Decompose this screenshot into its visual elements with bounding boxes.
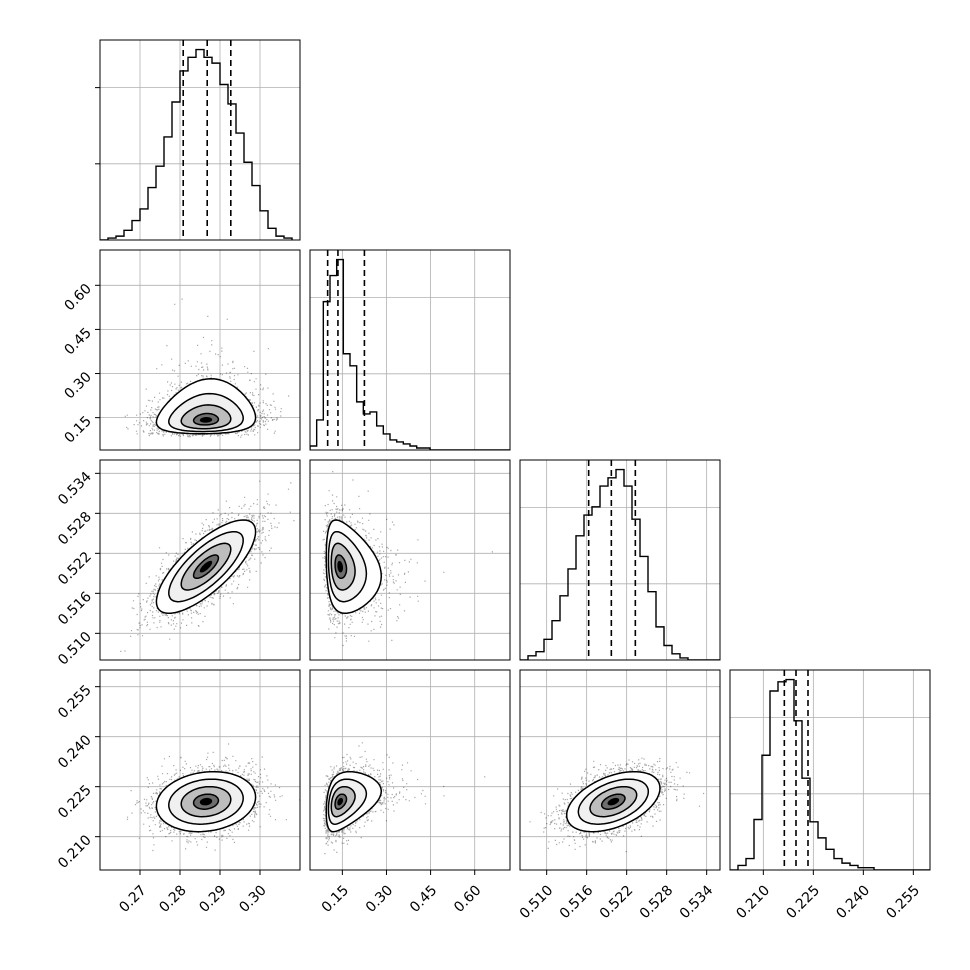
density-peak: [337, 797, 343, 806]
x-tick-label-p3: 0.534: [677, 882, 717, 922]
histogram-panel-p4: [730, 670, 930, 870]
density-peak: [199, 417, 213, 423]
histogram-step-p4: [730, 678, 930, 870]
x-tick-label-p4: 0.225: [783, 882, 823, 922]
x-tick-label-p2: 0.15: [319, 882, 352, 915]
x-tick-label-p2: 0.30: [363, 882, 396, 915]
histogram-panel-p2: [310, 250, 510, 450]
x-tick-label-p2: 0.60: [451, 882, 484, 915]
panel-frame-1-0: [99, 249, 301, 451]
x-tick-label-p4: 0.210: [733, 882, 773, 922]
scatter-panel-p1-p2: [100, 250, 300, 450]
x-tick-label-p1: 0.27: [116, 882, 149, 915]
x-tick-label-p1: 0.28: [156, 882, 189, 915]
y-tick-label-p2: 0.45: [61, 325, 94, 358]
histogram-step-p3: [520, 468, 720, 660]
y-tick-label-p2: 0.15: [61, 413, 94, 446]
scatter-panel-p2-p3: [310, 460, 510, 660]
density-peak: [199, 560, 213, 573]
y-tick-label-p4: 0.255: [55, 682, 95, 722]
panel-frame-3-1: [309, 669, 511, 871]
y-tick-label-p4: 0.225: [55, 782, 95, 822]
panel-frame-0-0: [99, 39, 301, 241]
x-tick-label-p1: 0.30: [236, 882, 269, 915]
x-tick-label-p4: 0.240: [833, 882, 873, 922]
density-peak: [199, 797, 213, 806]
density-peak: [607, 797, 620, 806]
histogram-panel-p3: [520, 460, 720, 660]
y-tick-label-p2: 0.60: [61, 281, 94, 314]
panel-frame-2-2: [519, 459, 721, 661]
x-tick-label-p3: 0.528: [637, 882, 677, 922]
y-tick-label-p3: 0.516: [55, 589, 95, 629]
y-tick-label-p2: 0.30: [61, 369, 94, 402]
x-tick-label-p3: 0.516: [557, 882, 597, 922]
scatter-panel-p1-p3: [100, 460, 300, 660]
y-tick-label-p4: 0.210: [55, 832, 95, 872]
y-tick-label-p3: 0.528: [55, 509, 95, 549]
y-tick-label-p4: 0.240: [55, 732, 95, 772]
x-tick-label-p3: 0.522: [597, 882, 637, 922]
histogram-step-p2: [310, 258, 510, 450]
density-peak: [337, 560, 343, 573]
x-tick-label-p2: 0.45: [407, 882, 440, 915]
y-tick-label-p3: 0.522: [55, 549, 95, 589]
scatter-panel-p2-p4: [310, 670, 510, 870]
x-tick-label-p3: 0.510: [517, 882, 557, 922]
panel-frame-2-0: [99, 459, 301, 661]
panel-frame-3-3: [729, 669, 931, 871]
panel-frame-2-1: [309, 459, 511, 661]
y-tick-label-p3: 0.534: [55, 469, 95, 509]
panel-frame-1-1: [309, 249, 511, 451]
y-tick-label-p3: 0.510: [55, 629, 95, 669]
panel-frame-3-0: [99, 669, 301, 871]
histogram-step-p1: [100, 48, 293, 240]
scatter-panel-p3-p4: [520, 670, 720, 870]
x-tick-label-p1: 0.29: [196, 882, 229, 915]
scatter-panel-p1-p4: [100, 670, 300, 870]
x-tick-label-p4: 0.255: [883, 882, 923, 922]
histogram-panel-p1: [100, 40, 300, 240]
panel-frame-3-2: [519, 669, 721, 871]
